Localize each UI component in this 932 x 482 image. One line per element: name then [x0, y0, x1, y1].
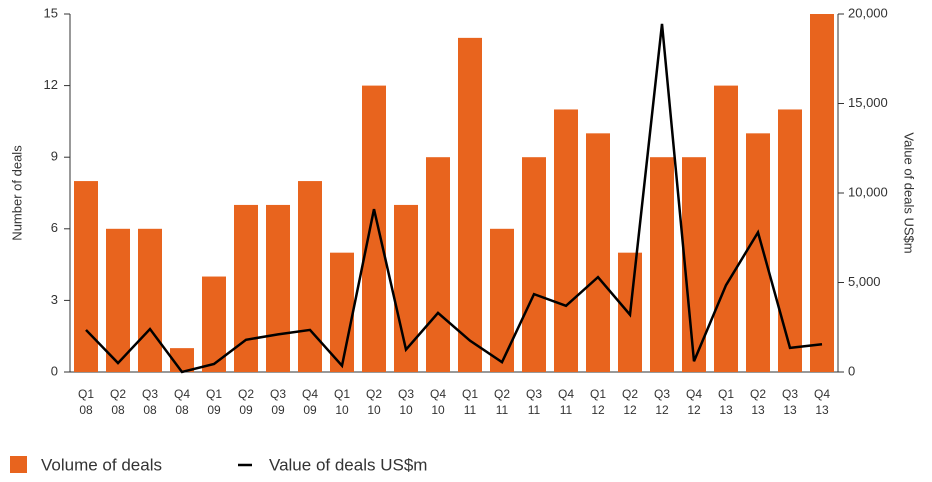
x-tick-label: Q2 10 — [365, 387, 382, 417]
bar — [778, 109, 802, 372]
x-tick-label: Q3 10 — [397, 387, 414, 417]
legend-swatch — [10, 456, 27, 473]
bar — [554, 109, 578, 372]
x-tick-label: Q4 13 — [813, 387, 830, 417]
x-tick-label: Q2 08 — [109, 387, 126, 417]
bar — [138, 228, 162, 372]
bar — [202, 276, 226, 372]
y2-tick-label: 10,000 — [848, 184, 888, 199]
x-tick-label: Q3 12 — [653, 387, 670, 417]
x-tick-label: Q3 08 — [141, 387, 158, 417]
bar — [522, 157, 546, 372]
y-axis-title: Number of deals — [9, 145, 24, 241]
x-tick-label: Q2 11 — [493, 387, 510, 417]
x-tick-label: Q3 09 — [269, 387, 286, 417]
bar — [74, 181, 98, 372]
bar — [810, 14, 834, 372]
bar — [458, 37, 482, 372]
y2-tick-label: 15,000 — [848, 95, 888, 110]
x-tick-label: Q2 13 — [749, 387, 766, 417]
y-tick-label: 6 — [51, 220, 58, 235]
bar — [330, 252, 354, 372]
bar — [586, 133, 610, 372]
bar — [234, 204, 258, 372]
legend-label: Value of deals US$m — [269, 455, 427, 474]
y-tick-label: 15 — [44, 5, 58, 20]
y-tick-label: 12 — [44, 77, 58, 92]
bar — [298, 181, 322, 372]
y2-tick-label: 5,000 — [848, 274, 881, 289]
bar — [106, 228, 130, 372]
y-tick-label: 9 — [51, 149, 58, 164]
y2-tick-label: 20,000 — [848, 5, 888, 20]
bar — [746, 133, 770, 372]
x-tick-label: Q4 08 — [173, 387, 190, 417]
x-tick-label: Q1 11 — [461, 387, 478, 417]
bar — [362, 85, 386, 372]
bar — [266, 204, 290, 372]
x-tick-label: Q4 10 — [429, 387, 446, 417]
bar — [714, 85, 738, 372]
y-tick-label: 3 — [51, 292, 58, 307]
x-tick-label: Q1 13 — [717, 387, 734, 417]
bar — [426, 157, 450, 372]
x-tick-label: Q2 12 — [621, 387, 638, 417]
legend-label: Volume of deals — [41, 455, 162, 474]
bar — [490, 228, 514, 372]
x-tick-label: Q2 09 — [237, 387, 254, 417]
x-tick-label: Q1 08 — [77, 387, 94, 417]
x-tick-label: Q4 11 — [557, 387, 574, 417]
x-tick-label: Q4 09 — [301, 387, 318, 417]
x-tick-label: Q1 09 — [205, 387, 222, 417]
line — [85, 23, 823, 374]
x-tick-label: Q3 13 — [781, 387, 798, 417]
x-tick-label: Q1 12 — [589, 387, 606, 417]
y2-tick-label: 0 — [848, 363, 855, 378]
x-tick-label: Q1 10 — [333, 387, 350, 417]
y-tick-label: 0 — [51, 363, 58, 378]
y2-axis-title: Value of deals US$m — [902, 132, 917, 253]
x-tick-label: Q3 11 — [525, 387, 542, 417]
bar — [650, 157, 674, 372]
x-tick-label: Q4 12 — [685, 387, 702, 417]
